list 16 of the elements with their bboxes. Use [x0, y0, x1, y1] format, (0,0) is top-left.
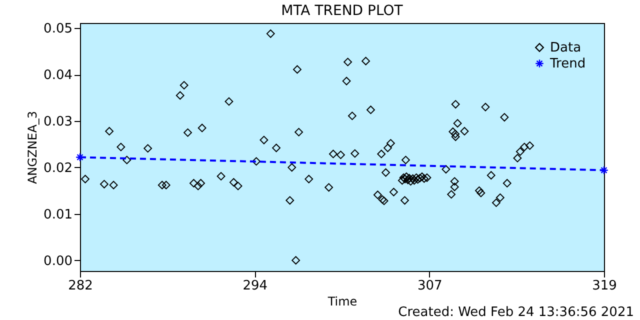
x-tick-label: 294	[242, 278, 268, 294]
legend-label: Trend	[549, 56, 586, 72]
y-tick-label: 0.05	[44, 22, 72, 37]
y-tick-label: 0.01	[44, 207, 72, 222]
chart-title: MTA TREND PLOT	[281, 3, 404, 20]
y-axis-title: ANGZNEA_3	[26, 110, 40, 184]
y-tick-label: 0.00	[44, 254, 72, 269]
x-tick-label: 282	[68, 278, 93, 294]
y-tick-label: 0.04	[44, 68, 72, 84]
x-axis-title: Time	[326, 294, 358, 308]
text: Created: Wed Feb 24 13:36:56 2021	[398, 305, 634, 320]
x-tick-label: 307	[417, 278, 442, 294]
x-tick-label: 319	[592, 278, 617, 294]
y-tick-label: 0.03	[44, 114, 72, 130]
y-tick-label: 0.02	[44, 160, 72, 176]
legend-label: Data	[550, 40, 582, 56]
